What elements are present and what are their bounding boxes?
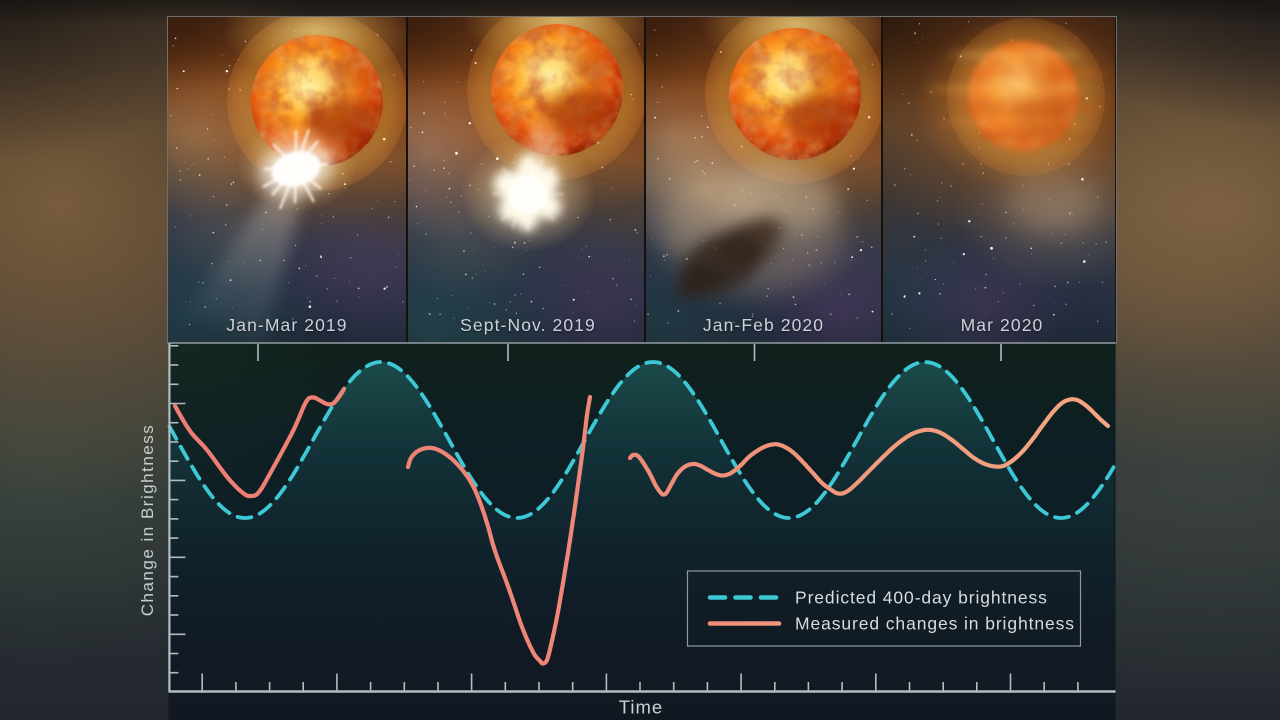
svg-text:Measured changes in brightness: Measured changes in brightness	[795, 614, 1075, 634]
svg-text:Predicted 400-day brightness: Predicted 400-day brightness	[795, 588, 1048, 608]
svg-text:Time: Time	[619, 697, 663, 718]
svg-text:Change in Brightness: Change in Brightness	[138, 424, 157, 617]
